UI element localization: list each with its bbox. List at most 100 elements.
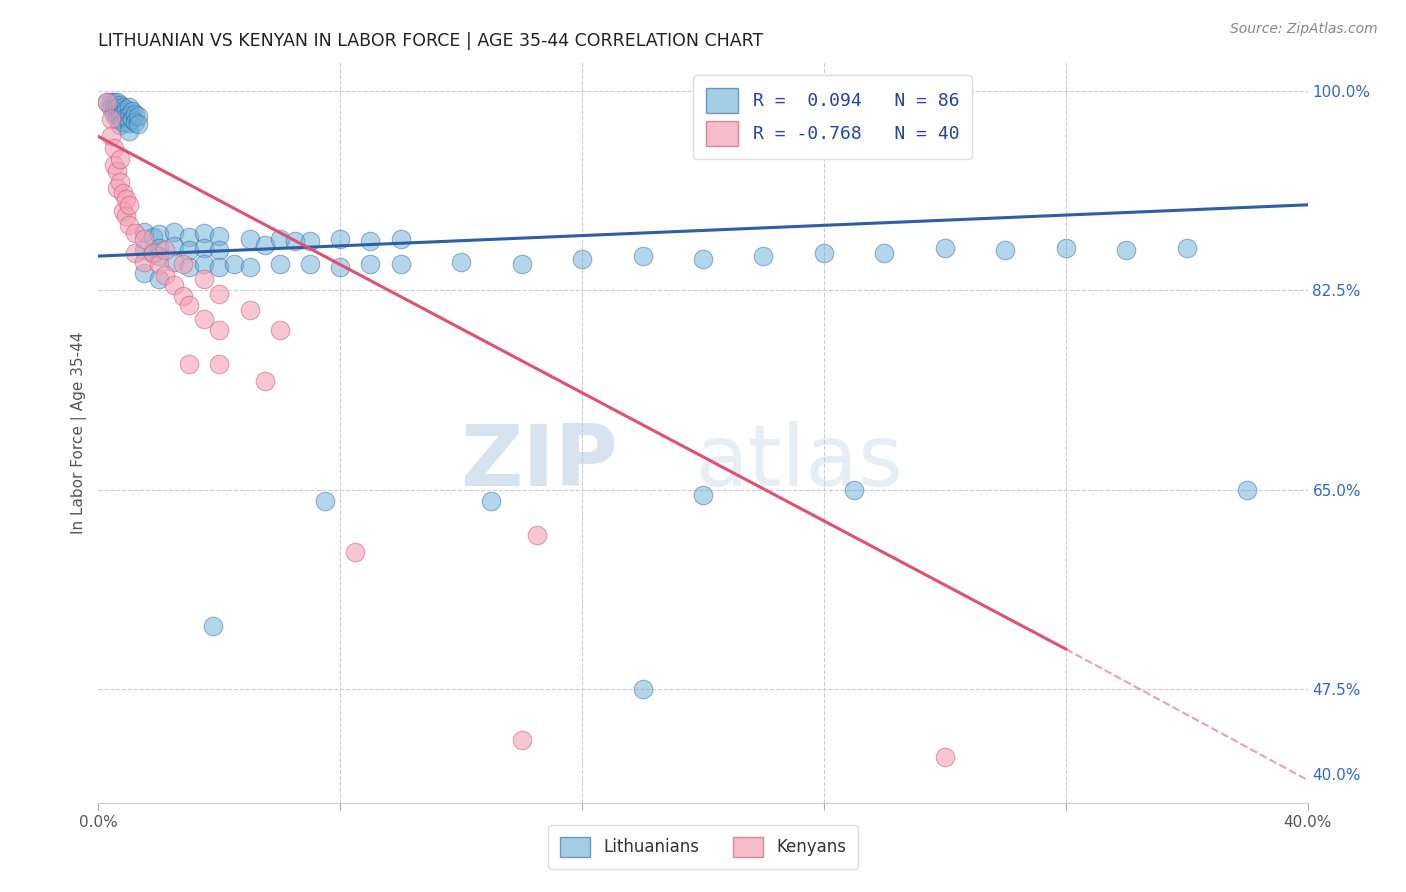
Point — [124, 114, 146, 128]
Point — [103, 101, 125, 115]
Point — [510, 257, 533, 271]
Point — [132, 225, 155, 239]
Text: ZIP: ZIP — [461, 421, 619, 504]
Point — [105, 106, 128, 120]
Point — [163, 277, 186, 292]
Point — [329, 260, 352, 275]
Point — [111, 106, 134, 120]
Point — [631, 249, 654, 263]
Point — [108, 118, 131, 132]
Point — [105, 101, 128, 115]
Point — [124, 227, 146, 241]
Point — [284, 234, 307, 248]
Point — [103, 95, 125, 110]
Point — [108, 175, 131, 189]
Point — [100, 95, 122, 110]
Point — [193, 272, 215, 286]
Point — [269, 232, 291, 246]
Point — [148, 249, 170, 263]
Point — [118, 100, 141, 114]
Point — [752, 249, 775, 263]
Point — [96, 95, 118, 110]
Point — [132, 254, 155, 268]
Point — [100, 101, 122, 115]
Point — [934, 241, 956, 255]
Point — [179, 260, 201, 275]
Point — [193, 241, 215, 255]
Point — [450, 254, 472, 268]
Point — [844, 483, 866, 497]
Point — [108, 97, 131, 112]
Point — [148, 272, 170, 286]
Legend: Lithuanians, Kenyans: Lithuanians, Kenyans — [548, 825, 858, 869]
Point — [153, 244, 176, 258]
Point — [692, 488, 714, 502]
Point — [208, 244, 231, 258]
Point — [114, 102, 136, 116]
Point — [360, 234, 382, 248]
Point — [124, 106, 146, 120]
Point — [103, 158, 125, 172]
Y-axis label: In Labor Force | Age 35-44: In Labor Force | Age 35-44 — [72, 332, 87, 533]
Point — [193, 227, 215, 241]
Point — [253, 375, 276, 389]
Point — [202, 619, 225, 633]
Point — [1054, 241, 1077, 255]
Point — [172, 257, 194, 271]
Point — [163, 239, 186, 253]
Point — [132, 266, 155, 280]
Point — [111, 114, 134, 128]
Point — [111, 203, 134, 218]
Point — [934, 750, 956, 764]
Point — [360, 257, 382, 271]
Point — [481, 494, 503, 508]
Point — [127, 109, 149, 123]
Point — [344, 545, 367, 559]
Point — [114, 209, 136, 223]
Point — [118, 116, 141, 130]
Point — [208, 323, 231, 337]
Point — [105, 180, 128, 194]
Point — [172, 289, 194, 303]
Point — [571, 252, 593, 267]
Point — [148, 257, 170, 271]
Point — [118, 219, 141, 233]
Point — [179, 298, 201, 312]
Point — [299, 257, 322, 271]
Point — [1175, 241, 1198, 255]
Point — [121, 112, 143, 127]
Point — [329, 232, 352, 246]
Point — [179, 357, 201, 371]
Point — [127, 117, 149, 131]
Point — [389, 257, 412, 271]
Point — [142, 245, 165, 260]
Point — [208, 228, 231, 243]
Point — [108, 104, 131, 119]
Point — [239, 232, 262, 246]
Point — [253, 237, 276, 252]
Point — [124, 245, 146, 260]
Point — [103, 141, 125, 155]
Point — [510, 733, 533, 747]
Point — [873, 245, 896, 260]
Point — [108, 153, 131, 167]
Point — [692, 252, 714, 267]
Point — [224, 257, 246, 271]
Point — [526, 528, 548, 542]
Point — [114, 110, 136, 124]
Point — [142, 229, 165, 244]
Point — [239, 260, 262, 275]
Point — [163, 225, 186, 239]
Text: atlas: atlas — [696, 421, 904, 504]
Point — [100, 112, 122, 127]
Point — [208, 286, 231, 301]
Point — [208, 260, 231, 275]
Point — [179, 229, 201, 244]
Point — [1115, 244, 1137, 258]
Point — [153, 268, 176, 283]
Point — [163, 254, 186, 268]
Point — [111, 186, 134, 201]
Point — [193, 311, 215, 326]
Point — [239, 302, 262, 317]
Point — [148, 241, 170, 255]
